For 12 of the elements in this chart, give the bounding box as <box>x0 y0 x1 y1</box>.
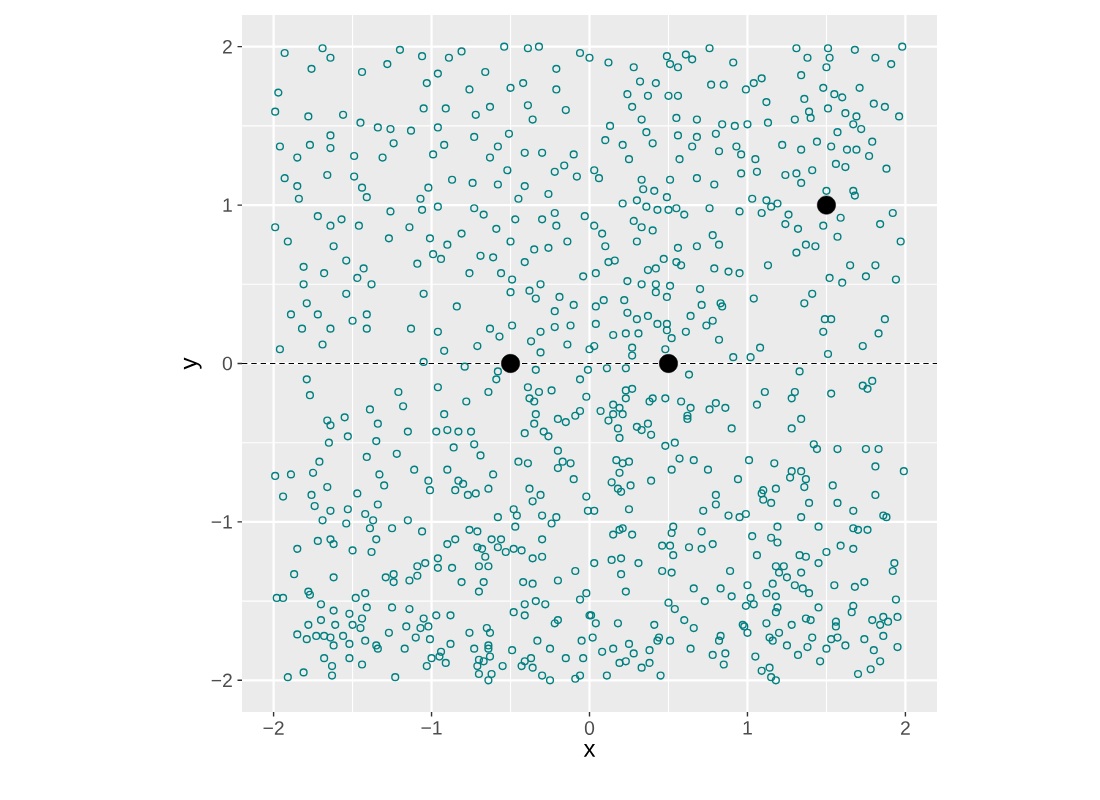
x-tick-label: 1 <box>743 721 752 735</box>
x-tick-label: 2 <box>901 721 910 735</box>
y-tick-label: −2 <box>211 673 232 688</box>
y-tick-label: 0 <box>222 356 233 371</box>
y-tick-label: 1 <box>223 198 232 212</box>
y-tick-label: 2 <box>223 39 232 54</box>
x-tick-label: 0 <box>584 721 595 735</box>
y-axis-title: y <box>183 357 202 370</box>
x-axis-title: x <box>583 744 596 757</box>
x-tick-label: −2 <box>263 721 284 735</box>
x-tick-label: −1 <box>421 721 442 735</box>
y-tick-label: −1 <box>211 515 232 529</box>
